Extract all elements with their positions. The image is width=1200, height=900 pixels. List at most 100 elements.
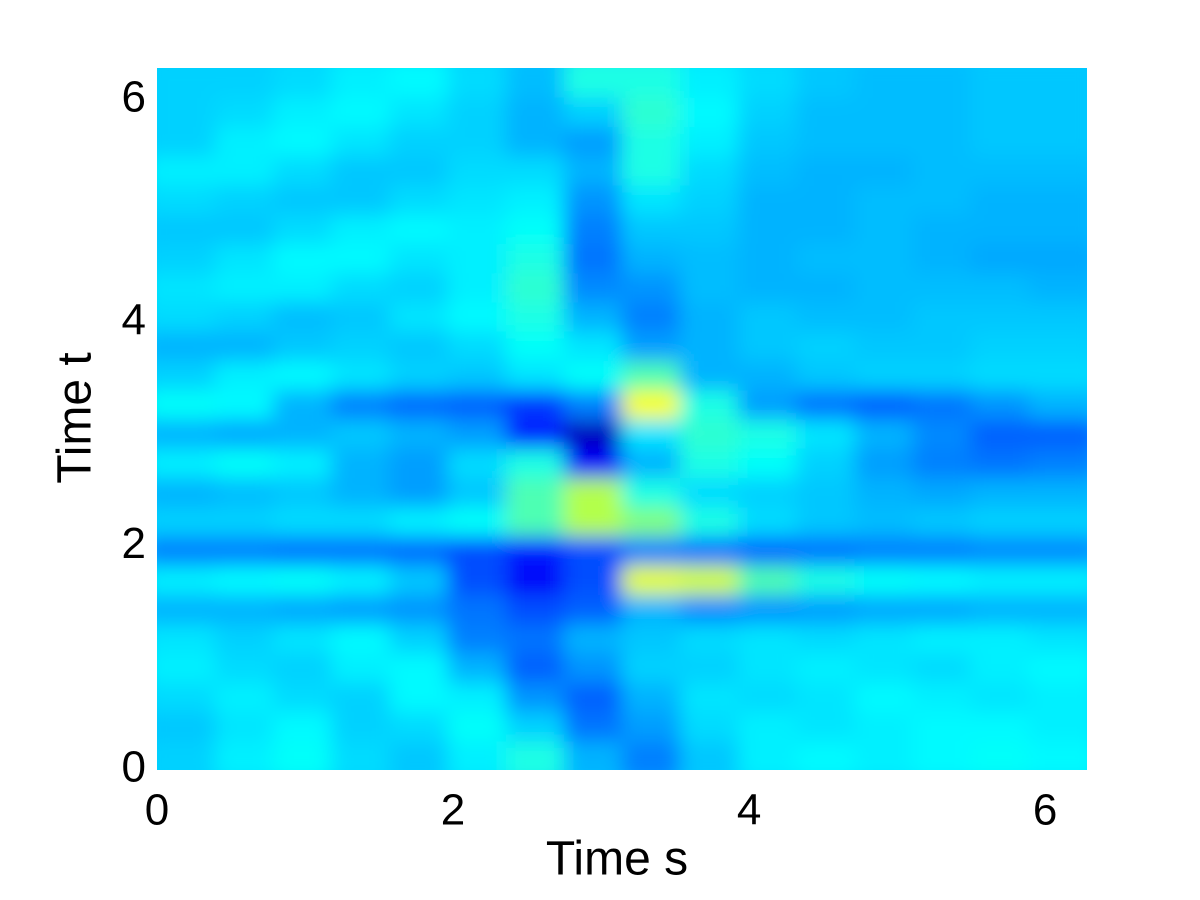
heatmap-cell	[563, 155, 623, 186]
heatmap-cell	[621, 740, 681, 770]
heatmap-cell	[563, 360, 623, 391]
heatmap-cell	[447, 536, 507, 566]
heatmap-cell	[912, 419, 972, 449]
heatmap-cell	[273, 185, 332, 215]
plot-area	[157, 68, 1087, 770]
heatmap-cell	[796, 711, 856, 742]
heatmap-cell	[331, 477, 390, 508]
heatmap-cell	[447, 740, 507, 770]
heatmap-cell	[912, 623, 972, 654]
heatmap-cell	[912, 301, 972, 332]
heatmap-cell	[738, 506, 797, 537]
heatmap-cell	[970, 506, 1030, 537]
heatmap-cell	[680, 214, 739, 245]
heatmap-cell	[1028, 97, 1087, 128]
heatmap-cell	[1028, 68, 1087, 98]
heatmap-cell	[157, 594, 216, 625]
heatmap-cell	[912, 740, 972, 770]
heatmap-cell	[1028, 360, 1087, 391]
heatmap-cell	[621, 243, 681, 274]
heatmap-cell	[447, 506, 507, 537]
heatmap-cell	[389, 68, 449, 98]
heatmap-cell	[331, 68, 390, 98]
heatmap-cell	[505, 419, 565, 449]
heatmap-cell	[738, 185, 797, 215]
heatmap-cell	[970, 155, 1030, 186]
y-tick-label: 4	[122, 296, 146, 345]
heatmap-cell	[505, 682, 565, 713]
heatmap-cell	[389, 565, 449, 595]
heatmap-cell	[331, 155, 390, 186]
heatmap-cell	[680, 536, 739, 566]
heatmap-cell	[505, 126, 565, 157]
heatmap-cell	[157, 272, 216, 303]
heatmap-cell	[215, 506, 274, 537]
heatmap-cell	[738, 68, 797, 98]
heatmap-cell	[970, 126, 1030, 157]
heatmap-cell	[215, 682, 274, 713]
heatmap-cell	[331, 126, 390, 157]
heatmap-cell	[796, 272, 856, 303]
heatmap-cell	[912, 477, 972, 508]
heatmap-cell	[157, 711, 216, 742]
heatmap-cell	[1028, 301, 1087, 332]
heatmap-cell	[738, 389, 797, 420]
heatmap-cell	[331, 565, 390, 595]
heatmap-cell	[621, 360, 681, 391]
heatmap-cell	[505, 68, 565, 98]
heatmap-cell	[738, 97, 797, 128]
heatmap-cell	[563, 506, 623, 537]
heatmap-cell	[157, 185, 216, 215]
heatmap-cell	[157, 389, 216, 420]
heatmap-cell	[621, 97, 681, 128]
heatmap-cell	[563, 126, 623, 157]
heatmap-cell	[912, 214, 972, 245]
heatmap-cell	[447, 448, 507, 478]
heatmap-cell	[215, 272, 274, 303]
heatmap-cell	[215, 740, 274, 770]
heatmap-cell	[796, 477, 856, 508]
heatmap-cell	[680, 711, 739, 742]
heatmap-cell	[621, 682, 681, 713]
heatmap-cell	[389, 623, 449, 654]
heatmap-cell	[854, 360, 914, 391]
heatmap-cell	[157, 682, 216, 713]
x-tick-label: 6	[1033, 786, 1057, 835]
heatmap-cell	[1028, 272, 1087, 303]
heatmap-cell	[854, 243, 914, 274]
heatmap-cell	[970, 419, 1030, 449]
heatmap-cell	[970, 331, 1030, 362]
heatmap-cell	[854, 653, 914, 683]
heatmap-cell	[563, 389, 623, 420]
heatmap-cell	[331, 711, 390, 742]
heatmap-cell	[1028, 506, 1087, 537]
heatmap-cell	[273, 419, 332, 449]
heatmap-cell	[389, 740, 449, 770]
heatmap-cell	[331, 360, 390, 391]
heatmap-cell	[621, 214, 681, 245]
heatmap-cell	[273, 623, 332, 654]
heatmap-cell	[157, 155, 216, 186]
heatmap-cell	[680, 97, 739, 128]
heatmap-cell	[331, 448, 390, 478]
heatmap-cell	[970, 682, 1030, 713]
heatmap-cell	[854, 272, 914, 303]
heatmap-cell	[970, 68, 1030, 98]
heatmap-cell	[912, 97, 972, 128]
heatmap-cell	[331, 740, 390, 770]
heatmap-cell	[854, 155, 914, 186]
heatmap-cell	[273, 243, 332, 274]
heatmap-cell	[621, 155, 681, 186]
heatmap-cell	[854, 682, 914, 713]
heatmap-cell	[1028, 536, 1087, 566]
heatmap-cell	[215, 653, 274, 683]
heatmap-cell	[970, 185, 1030, 215]
heatmap-cell	[621, 653, 681, 683]
heatmap-cell	[1028, 243, 1087, 274]
heatmap-cell	[157, 623, 216, 654]
heatmap-cell	[796, 623, 856, 654]
heatmap-cell	[912, 331, 972, 362]
heatmap-cell	[563, 448, 623, 478]
heatmap-cell	[680, 360, 739, 391]
